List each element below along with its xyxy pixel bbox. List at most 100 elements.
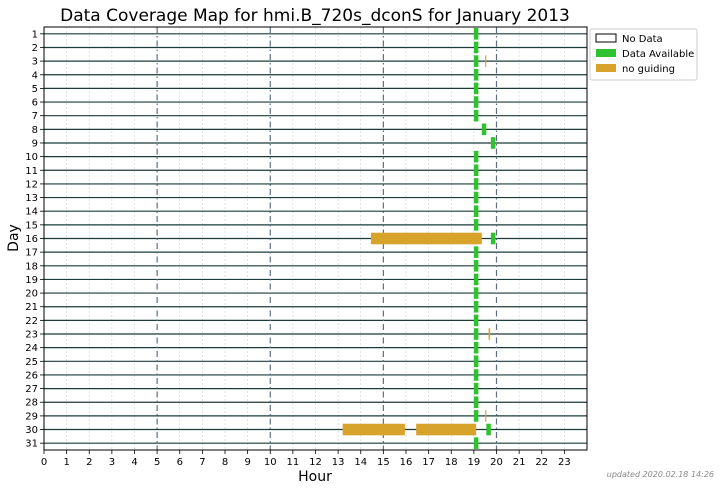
- data-available-bar: [473, 96, 479, 108]
- x-tick-label: 8: [222, 457, 228, 468]
- x-tick-label: 15: [377, 457, 390, 468]
- y-tick-label: 25: [25, 357, 38, 368]
- no-guiding-bar: [485, 410, 487, 422]
- data-available-bar: [473, 205, 479, 218]
- y-tick-label: 5: [32, 84, 38, 95]
- y-tick-label: 9: [32, 138, 38, 149]
- y-tick-label: 29: [25, 411, 38, 422]
- data-available-bar: [473, 41, 479, 54]
- data-available-bar: [473, 150, 479, 163]
- data-available-bar: [473, 191, 479, 204]
- y-tick-label: 31: [25, 439, 38, 450]
- data-available-bar: [473, 28, 479, 40]
- x-tick-label: 14: [354, 457, 367, 468]
- data-available-bar: [473, 109, 479, 122]
- data-available-bar: [473, 219, 479, 231]
- data-available-bar: [473, 82, 479, 95]
- x-tick-label: 2: [86, 457, 92, 468]
- data-available-bar: [490, 232, 496, 245]
- x-tick-label: 21: [513, 457, 526, 468]
- x-tick-label: 4: [131, 457, 137, 468]
- no-guiding-bar: [342, 423, 405, 436]
- y-tick-label: 7: [32, 111, 38, 122]
- x-tick-label: 20: [490, 457, 503, 468]
- y-tick-label: 21: [25, 302, 38, 313]
- data-available-bar: [473, 178, 479, 190]
- data-available-bar: [473, 55, 479, 67]
- no-guiding-bar: [485, 55, 487, 67]
- updated-timestamp: updated 2020.02.18 14:26: [607, 470, 714, 479]
- x-axis-label: Hour: [298, 469, 332, 485]
- y-axis-ticks: 1234567891011121314151617181920212223242…: [25, 29, 44, 450]
- data-available-bar: [473, 328, 479, 340]
- x-axis-ticks: 0 1 2 3 4 5 6 7 8 9 10 11 12 13 14 15 16 17 18 19 20 21 22 23: [41, 450, 571, 468]
- data-available-bar: [473, 300, 479, 313]
- data-available-bar: [473, 246, 479, 258]
- data-available-bar: [473, 273, 479, 286]
- x-tick-label: 6: [177, 457, 183, 468]
- y-tick-label: 27: [25, 384, 38, 395]
- x-tick-label: 19: [468, 457, 481, 468]
- data-available-bar: [490, 137, 496, 149]
- legend-swatch-data-available: [596, 49, 616, 57]
- data-available-bar: [473, 287, 479, 299]
- y-tick-label: 10: [25, 152, 38, 163]
- y-tick-label: 8: [32, 125, 38, 136]
- y-tick-label: 28: [25, 398, 38, 409]
- x-tick-label: 10: [264, 457, 277, 468]
- data-available-bar: [481, 123, 487, 136]
- data-available-bar: [473, 259, 479, 272]
- legend-label-no-guiding: no guiding: [622, 64, 675, 75]
- y-tick-label: 20: [25, 289, 38, 300]
- x-tick-label: 22: [535, 457, 548, 468]
- day-row-lines: [44, 33, 587, 444]
- x-tick-label: 12: [309, 457, 322, 468]
- data-available-bar: [473, 355, 479, 368]
- data-available-bar: [473, 68, 479, 81]
- legend-box: [589, 28, 698, 81]
- coverage-segments: [342, 28, 496, 449]
- legend-swatch-no-guiding: [596, 64, 616, 72]
- y-tick-label: 24: [25, 343, 38, 354]
- y-tick-label: 30: [25, 425, 38, 436]
- x-tick-label: 3: [109, 457, 115, 468]
- y-tick-label: 4: [32, 70, 38, 81]
- x-tick-label: 18: [445, 457, 458, 468]
- no-guiding-bar: [370, 232, 482, 245]
- y-tick-label: 17: [25, 248, 38, 259]
- y-tick-label: 12: [25, 179, 38, 190]
- data-available-bar: [473, 314, 479, 327]
- y-tick-label: 15: [25, 220, 38, 231]
- y-tick-label: 13: [25, 193, 38, 204]
- y-tick-label: 1: [32, 29, 38, 40]
- y-tick-label: 18: [25, 261, 38, 272]
- legend-swatch-no-data: [595, 33, 617, 43]
- y-axis-label: Day: [6, 224, 22, 252]
- legend-label-no-data: No Data: [622, 34, 663, 45]
- y-tick-label: 3: [32, 57, 38, 68]
- x-tick-label: 9: [244, 457, 250, 468]
- y-tick-label: 14: [25, 207, 38, 218]
- x-tick-label: 1: [63, 457, 69, 468]
- x-tick-label: 11: [287, 457, 300, 468]
- y-tick-label: 26: [25, 370, 38, 381]
- data-available-bar: [473, 396, 479, 409]
- x-tick-label: 7: [199, 457, 205, 468]
- data-available-bar: [486, 423, 491, 436]
- data-available-bar: [473, 369, 479, 381]
- y-tick-label: 22: [25, 316, 38, 327]
- legend: No Data Data Available no guiding: [589, 28, 698, 81]
- data-available-bar: [473, 382, 479, 395]
- data-available-bar: [473, 341, 479, 354]
- x-tick-label: 5: [154, 457, 160, 468]
- data-available-bar: [473, 410, 479, 422]
- x-tick-label: 16: [400, 457, 413, 468]
- plot-area: [43, 26, 588, 451]
- y-tick-label: 23: [25, 330, 38, 341]
- y-tick-label: 16: [25, 234, 38, 245]
- no-guiding-bar: [488, 328, 491, 340]
- x-tick-label: 17: [422, 457, 435, 468]
- legend-label-data-available: Data Available: [622, 49, 694, 60]
- y-tick-label: 19: [25, 275, 38, 286]
